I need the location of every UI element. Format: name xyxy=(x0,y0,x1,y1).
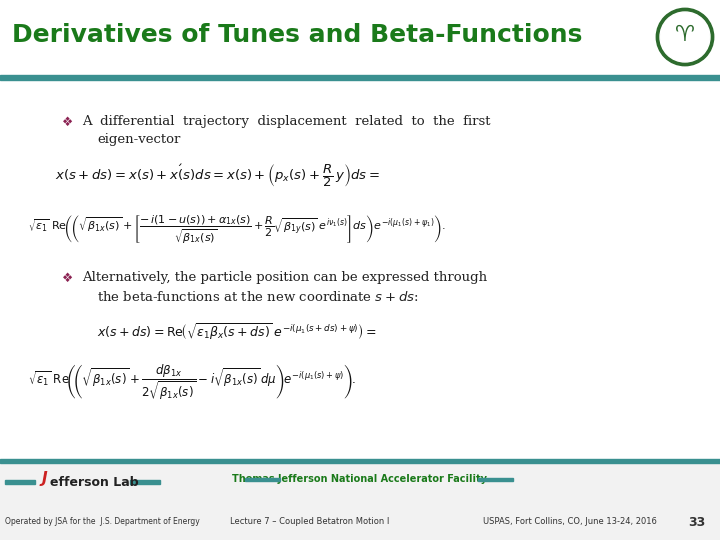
Text: $x(s+ds) = x(s)+x\'(s)ds = x(s)+\left(p_x(s)+\dfrac{R}{2}\,y\right)ds =$: $x(s+ds) = x(s)+x\'(s)ds = x(s)+\left(p_… xyxy=(55,161,379,188)
Bar xyxy=(0,460,720,540)
Circle shape xyxy=(657,9,713,65)
Bar xyxy=(478,478,513,481)
Text: Lecture 7 – Coupled Betatron Motion I: Lecture 7 – Coupled Betatron Motion I xyxy=(230,517,390,526)
Text: Thomas Jefferson National Accelerator Facility: Thomas Jefferson National Accelerator Fa… xyxy=(233,474,487,484)
Text: efferson Lab: efferson Lab xyxy=(50,476,139,489)
Text: ♈: ♈ xyxy=(675,25,695,45)
Bar xyxy=(0,75,720,80)
Bar xyxy=(245,478,280,481)
Text: USPAS, Fort Collins, CO, June 13-24, 2016: USPAS, Fort Collins, CO, June 13-24, 201… xyxy=(483,517,657,526)
Text: eigen-vector: eigen-vector xyxy=(97,133,181,146)
Circle shape xyxy=(660,12,710,62)
Text: A  differential  trajectory  displacement  related  to  the  first: A differential trajectory displacement r… xyxy=(82,116,490,129)
Text: Operated by JSA for the  J.S. Department of Energy: Operated by JSA for the J.S. Department … xyxy=(5,517,199,526)
Text: ❖: ❖ xyxy=(62,116,73,129)
Text: $x(s+ds) = \mathrm{Re}\!\left(\sqrt{\varepsilon_1\beta_x(s+ds)}\;e^{-i(\mu_1(s+d: $x(s+ds) = \mathrm{Re}\!\left(\sqrt{\var… xyxy=(97,322,377,342)
Text: J: J xyxy=(42,470,48,485)
Text: Derivatives of Tunes and Beta-Functions: Derivatives of Tunes and Beta-Functions xyxy=(12,23,582,47)
Bar xyxy=(130,480,160,484)
Bar xyxy=(0,0,720,75)
Bar xyxy=(5,480,35,484)
Text: ❖: ❖ xyxy=(62,272,73,285)
Bar xyxy=(0,459,720,463)
Text: $\sqrt{\varepsilon_1}\;\mathrm{Re}\!\left(\!\left(\sqrt{\beta_{1x}(s)}+\left[\df: $\sqrt{\varepsilon_1}\;\mathrm{Re}\!\lef… xyxy=(28,214,446,246)
Text: the beta-functions at the new coordinate $s + ds$:: the beta-functions at the new coordinate… xyxy=(97,290,418,304)
Text: Alternatively, the particle position can be expressed through: Alternatively, the particle position can… xyxy=(82,272,487,285)
Text: $\sqrt{\varepsilon_1}\;\mathrm{Re}\!\left(\!\left(\sqrt{\beta_{1x}(s)}+\dfrac{d\: $\sqrt{\varepsilon_1}\;\mathrm{Re}\!\lef… xyxy=(28,362,356,402)
Text: 33: 33 xyxy=(688,516,705,529)
